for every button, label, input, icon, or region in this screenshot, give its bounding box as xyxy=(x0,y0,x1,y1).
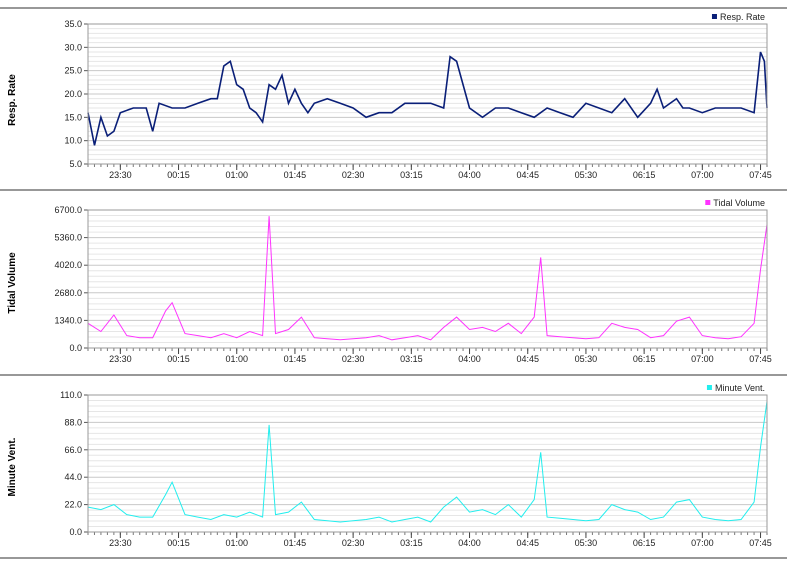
y-tick-label: 30.0 xyxy=(64,42,82,52)
x-tick-label: 01:00 xyxy=(225,538,248,548)
legend: Minute Vent. xyxy=(706,383,765,393)
x-tick-label: 23:30 xyxy=(109,538,132,548)
x-tick-label: 04:45 xyxy=(516,170,539,180)
legend-swatch xyxy=(705,200,711,205)
x-tick-label: 00:15 xyxy=(167,170,190,180)
x-tick-label: 07:00 xyxy=(691,538,714,548)
x-tick-label: 01:45 xyxy=(284,170,307,180)
y-tick-label: 2680.0 xyxy=(54,288,82,298)
resp-rate-series-line xyxy=(87,51,768,146)
x-tick-label: 02:30 xyxy=(342,170,365,180)
y-tick-label: 20.0 xyxy=(64,89,82,99)
x-tick-label: 07:45 xyxy=(749,170,772,180)
x-tick-label: 01:45 xyxy=(284,538,307,548)
x-ticks: 23:30 00:15 01:00 01:45 02:30 03:15 04:00 04:45… xyxy=(87,164,772,180)
y-ticks: 0.0 22.0 44.0 66.0 88.0 110.0 xyxy=(60,390,88,537)
x-tick-label: 02:30 xyxy=(342,538,365,548)
x-tick-label: 01:45 xyxy=(284,354,307,364)
x-tick-label: 02:30 xyxy=(342,354,365,364)
y-tick-label: 6700.0 xyxy=(54,205,82,215)
legend-entry: Resp. Rate xyxy=(720,12,765,22)
y-axis-label: Tidal Volume xyxy=(7,252,18,314)
y-axis-label: Minute Vent. xyxy=(7,437,18,496)
plot-frame xyxy=(87,394,768,533)
x-ticks: 23:30 00:15 01:00 01:45 02:30 03:15 04:00 04:45… xyxy=(87,532,772,548)
grid xyxy=(88,394,767,533)
x-tick-label: 03:15 xyxy=(400,354,423,364)
y-ticks: 0.0 1340.0 2680.0 4020.0 5360.0 6700.0 xyxy=(54,205,88,353)
y-tick-label: 1340.0 xyxy=(54,315,82,325)
x-tick-label: 04:00 xyxy=(458,538,481,548)
grid xyxy=(88,209,767,349)
x-tick-label: 04:00 xyxy=(458,354,481,364)
y-tick-label: 88.0 xyxy=(64,417,82,427)
legend: Resp. Rate xyxy=(711,12,765,22)
x-tick-label: 00:15 xyxy=(167,538,190,548)
x-tick-label: 04:45 xyxy=(516,538,539,548)
legend-entry: Minute Vent. xyxy=(715,383,765,393)
y-tick-label: 4020.0 xyxy=(54,260,82,270)
legend-swatch xyxy=(711,14,717,19)
x-tick-label: 05:30 xyxy=(575,538,598,548)
x-ticks: 23:30 00:15 01:00 01:45 02:30 03:15 04:00 04:45… xyxy=(87,348,772,364)
legend: Tidal Volume xyxy=(705,198,765,208)
y-axis-label: Resp. Rate xyxy=(7,74,18,126)
x-tick-label: 07:00 xyxy=(691,354,714,364)
x-tick-label: 03:15 xyxy=(400,538,423,548)
x-tick-label: 07:00 xyxy=(691,170,714,180)
y-tick-label: 35.0 xyxy=(64,19,82,29)
y-tick-label: 5360.0 xyxy=(54,233,82,243)
y-tick-label: 25.0 xyxy=(64,66,82,76)
y-tick-label: 22.0 xyxy=(64,500,82,510)
plot-frame xyxy=(87,23,768,165)
legend-entry: Tidal Volume xyxy=(713,198,765,208)
x-tick-label: 05:30 xyxy=(575,170,598,180)
tidal-volume-panel: Tidal Volume 0.0 1340.0 2680.0 4020.0 5360.0… xyxy=(7,198,772,364)
x-tick-label: 06:15 xyxy=(633,354,656,364)
y-tick-label: 44.0 xyxy=(64,472,82,482)
x-tick-label: 03:15 xyxy=(400,170,423,180)
y-tick-label: 0.0 xyxy=(69,343,82,353)
minute-vent-series-line xyxy=(87,401,768,523)
y-tick-label: 15.0 xyxy=(64,112,82,122)
x-tick-label: 01:00 xyxy=(225,354,248,364)
x-tick-label: 04:00 xyxy=(458,170,481,180)
x-tick-label: 06:15 xyxy=(633,538,656,548)
plot-frame xyxy=(87,209,768,349)
tidal-volume-series-line xyxy=(87,216,768,341)
grid xyxy=(88,23,767,165)
x-tick-label: 05:30 xyxy=(575,354,598,364)
x-tick-label: 04:45 xyxy=(516,354,539,364)
y-ticks: 5.0 10.0 15.0 20.0 25.0 30.0 35.0 xyxy=(64,19,88,169)
x-tick-label: 23:30 xyxy=(109,354,132,364)
x-tick-label: 07:45 xyxy=(749,354,772,364)
x-tick-label: 06:15 xyxy=(633,170,656,180)
x-tick-label: 00:15 xyxy=(167,354,190,364)
minute-vent-panel: Minute Vent. 0.0 22.0 44.0 66.0 88.0 110.0 23… xyxy=(7,383,772,548)
legend-swatch xyxy=(706,385,712,390)
x-tick-label: 01:00 xyxy=(225,170,248,180)
x-tick-label: 23:30 xyxy=(109,170,132,180)
y-tick-label: 110.0 xyxy=(60,390,82,400)
y-tick-label: 0.0 xyxy=(69,527,82,537)
x-tick-label: 07:45 xyxy=(749,538,772,548)
y-tick-label: 5.0 xyxy=(69,159,82,169)
y-tick-label: 66.0 xyxy=(64,445,82,455)
resp-rate-panel: Resp. Rate 5.0 10.0 15.0 20.0 25.0 30.0 35.0 2… xyxy=(7,12,772,180)
y-tick-label: 10.0 xyxy=(64,136,82,146)
